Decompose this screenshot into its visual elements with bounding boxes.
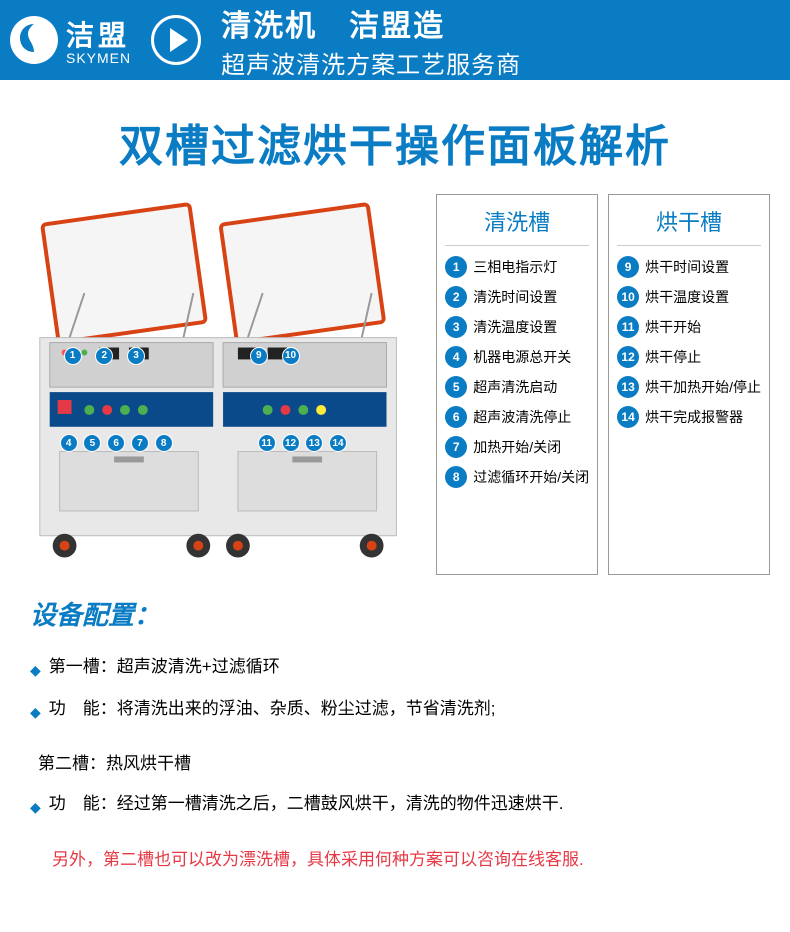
legend-text: 烘干停止 — [645, 347, 701, 367]
logo-icon — [10, 16, 58, 64]
legend-badge: 11 — [617, 316, 639, 338]
legend-badge: 3 — [445, 316, 467, 338]
legend-item: 3 清洗温度设置 — [445, 316, 589, 338]
legend-text: 超声清洗启动 — [473, 377, 557, 397]
config-item: ◆ 功 能：经过第一槽清洗之后，二槽鼓风烘干，清洗的物件迅速烘干. — [30, 789, 760, 820]
callout-badge: 3 — [127, 347, 145, 365]
legend-badge: 9 — [617, 256, 639, 278]
config-label: 第二槽： — [38, 749, 106, 780]
legend-item: 12 烘干停止 — [617, 346, 761, 368]
legend-item: 7 加热开始/关闭 — [445, 436, 589, 458]
callout-badge: 8 — [155, 434, 173, 452]
config-body: 经过第一槽清洗之后，二槽鼓风烘干，清洗的物件迅速烘干. — [117, 794, 564, 813]
legend-item: 4 机器电源总开关 — [445, 346, 589, 368]
legend-item: 2 清洗时间设置 — [445, 286, 589, 308]
header-text: 清洗机 洁盟造 超声波清洗方案工艺服务商 — [221, 1, 780, 80]
header-line2: 超声波清洗方案工艺服务商 — [221, 45, 780, 80]
config-text: 第一槽：超声波清洗+过滤循环 — [49, 652, 760, 683]
config-title: 设备配置： — [30, 595, 760, 632]
legend-text: 烘干温度设置 — [645, 287, 729, 307]
legend-title-wash: 清洗槽 — [445, 205, 589, 246]
logo: 洁盟 SKYMEN — [10, 14, 131, 66]
legend-item: 6 超声波清洗停止 — [445, 406, 589, 428]
legend-badge: 1 — [445, 256, 467, 278]
logo-en: SKYMEN — [66, 50, 131, 66]
machine-svg — [20, 194, 416, 570]
legend-badge: 10 — [617, 286, 639, 308]
legend-item: 14 烘干完成报警器 — [617, 406, 761, 428]
callout-badge: 10 — [282, 347, 300, 365]
legend-title-dry: 烘干槽 — [617, 205, 761, 246]
config-text: 功 能：经过第一槽清洗之后，二槽鼓风烘干，清洗的物件迅速烘干. — [49, 789, 760, 820]
callout-badge: 11 — [258, 434, 276, 452]
legend-text: 烘干开始 — [645, 317, 701, 337]
config-text: 功 能：将清洗出来的浮油、杂质、粉尘过滤，节省清洗剂; — [49, 694, 760, 725]
legend-item: 1 三相电指示灯 — [445, 256, 589, 278]
diamond-icon: ◆ — [30, 658, 41, 683]
legend-badge: 5 — [445, 376, 467, 398]
legend-item: 8 过滤循环开始/关闭 — [445, 466, 589, 488]
legend-badge: 2 — [445, 286, 467, 308]
legend-badge: 8 — [445, 466, 467, 488]
legend-text: 清洗时间设置 — [473, 287, 557, 307]
legend-item: 10 烘干温度设置 — [617, 286, 761, 308]
config-text: 第二槽：热风烘干槽 — [38, 749, 760, 780]
legend-text: 清洗温度设置 — [473, 317, 557, 337]
config-note: 另外，第二槽也可以改为漂洗槽，具体采用何种方案可以咨询在线客服. — [52, 845, 760, 876]
legend-badge: 13 — [617, 376, 639, 398]
machine-diagram: 1239104567811121314 — [20, 194, 416, 575]
legend-badge: 12 — [617, 346, 639, 368]
legend-text: 超声波清洗停止 — [473, 407, 571, 427]
diamond-icon: ◆ — [30, 700, 41, 725]
config-body: 将清洗出来的浮油、杂质、粉尘过滤，节省清洗剂; — [117, 699, 496, 718]
config-section: 设备配置： ◆第一槽：超声波清洗+过滤循环◆功 能：将清洗出来的浮油、杂质、粉尘… — [0, 575, 790, 895]
legend: 清洗槽 1 三相电指示灯 2 清洗时间设置 3 清洗温度设置 4 机器电源总开关 5 超声清洗启动… — [436, 194, 770, 575]
callout-badge: 4 — [60, 434, 78, 452]
legend-text: 烘干加热开始/停止 — [645, 377, 761, 397]
diamond-icon: ◆ — [30, 795, 41, 820]
legend-badge: 6 — [445, 406, 467, 428]
config-item: 第二槽：热风烘干槽 — [30, 749, 760, 780]
legend-text: 烘干完成报警器 — [645, 407, 743, 427]
play-icon[interactable] — [151, 15, 201, 65]
config-body: 超声波清洗+过滤循环 — [117, 657, 280, 676]
legend-text: 三相电指示灯 — [473, 257, 557, 277]
legend-item: 9 烘干时间设置 — [617, 256, 761, 278]
config-label: 第一槽： — [49, 652, 117, 683]
legend-col-wash: 清洗槽 1 三相电指示灯 2 清洗时间设置 3 清洗温度设置 4 机器电源总开关 5 超声清洗启动… — [436, 194, 598, 575]
callout-badge: 12 — [282, 434, 300, 452]
legend-text: 过滤循环开始/关闭 — [473, 467, 589, 487]
config-body: 热风烘干槽 — [106, 754, 191, 773]
callout-badge: 1 — [64, 347, 82, 365]
legend-item: 11 烘干开始 — [617, 316, 761, 338]
legend-badge: 7 — [445, 436, 467, 458]
logo-cn: 洁盟 — [66, 14, 131, 54]
config-item: ◆ 第一槽：超声波清洗+过滤循环 — [30, 652, 760, 683]
config-item: ◆ 功 能：将清洗出来的浮油、杂质、粉尘过滤，节省清洗剂; — [30, 694, 760, 725]
legend-item: 5 超声清洗启动 — [445, 376, 589, 398]
config-label: 功 能： — [49, 694, 117, 725]
callout-badge: 2 — [95, 347, 113, 365]
legend-text: 机器电源总开关 — [473, 347, 571, 367]
callout-badge: 9 — [250, 347, 268, 365]
legend-col-dry: 烘干槽 9 烘干时间设置 10 烘干温度设置 11 烘干开始 12 烘干停止 13 烘干加热开始/… — [608, 194, 770, 575]
page-title: 双槽过滤烘干操作面板解析 — [0, 80, 790, 194]
config-label: 功 能： — [49, 789, 117, 820]
legend-item: 13 烘干加热开始/停止 — [617, 376, 761, 398]
header-line1: 清洗机 洁盟造 — [221, 1, 780, 45]
legend-text: 加热开始/关闭 — [473, 437, 561, 457]
legend-badge: 14 — [617, 406, 639, 428]
legend-badge: 4 — [445, 346, 467, 368]
legend-text: 烘干时间设置 — [645, 257, 729, 277]
header: 洁盟 SKYMEN 清洗机 洁盟造 超声波清洗方案工艺服务商 — [0, 0, 790, 80]
